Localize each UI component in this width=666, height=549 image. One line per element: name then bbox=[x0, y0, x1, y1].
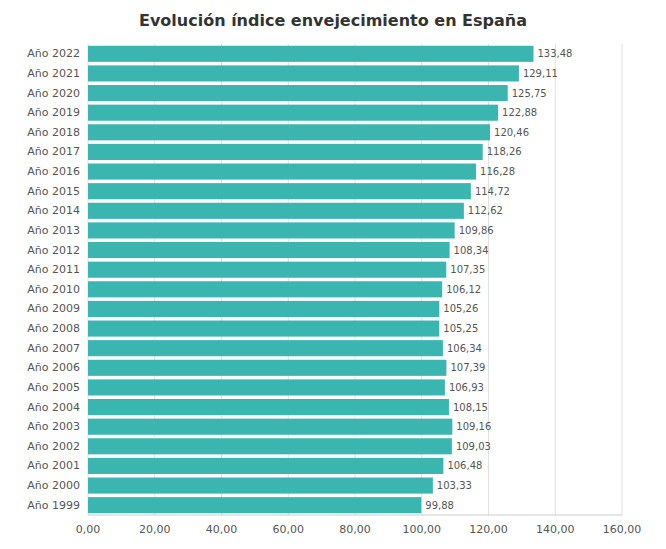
grid-line bbox=[555, 44, 556, 515]
x-tick-label: 40,00 bbox=[206, 523, 238, 536]
x-axis-line bbox=[88, 515, 622, 516]
value-label: 120,46 bbox=[494, 127, 529, 138]
value-label: 108,34 bbox=[454, 245, 489, 256]
value-label: 122,88 bbox=[502, 107, 537, 118]
bar bbox=[88, 183, 471, 199]
bar bbox=[88, 65, 519, 81]
bar bbox=[88, 497, 421, 513]
value-label: 105,25 bbox=[443, 323, 478, 334]
x-tick-label: 80,00 bbox=[339, 523, 371, 536]
bar bbox=[88, 301, 439, 317]
bar bbox=[88, 458, 443, 474]
y-tick-label: Año 2014 bbox=[27, 204, 80, 217]
y-tick-label: Año 2021 bbox=[27, 67, 80, 80]
y-tick-label: Año 2002 bbox=[27, 440, 80, 453]
value-label: 109,03 bbox=[456, 441, 491, 452]
value-label: 118,26 bbox=[487, 146, 522, 157]
chart-container: Evolución índice envejecimiento en Españ… bbox=[0, 0, 666, 549]
bar bbox=[88, 340, 443, 356]
y-tick-label: Año 2019 bbox=[27, 106, 80, 119]
value-label: 129,11 bbox=[523, 68, 558, 79]
x-axis: 0,00 20,00 40,00 60,00 80,00 100,00 120,00 140,… bbox=[76, 515, 642, 536]
chart-title: Evolución índice envejecimiento en Españ… bbox=[139, 11, 527, 30]
y-tick-label: Año 2017 bbox=[27, 145, 80, 158]
y-tick-label: Año 2003 bbox=[27, 420, 80, 433]
bar bbox=[88, 124, 490, 140]
x-tick-label: 160,00 bbox=[603, 523, 642, 536]
y-tick-label: Año 1999 bbox=[27, 499, 80, 512]
bar bbox=[88, 281, 442, 297]
y-tick-label: Año 2005 bbox=[27, 381, 80, 394]
bar bbox=[88, 262, 446, 278]
y-tick-label: Año 2013 bbox=[27, 224, 80, 237]
y-tick-label: Año 2010 bbox=[27, 283, 80, 296]
value-label: 125,75 bbox=[512, 88, 547, 99]
y-tick-label: Año 2001 bbox=[27, 459, 80, 472]
x-tick-label: 0,00 bbox=[76, 523, 101, 536]
bar bbox=[88, 203, 464, 219]
bar bbox=[88, 399, 449, 415]
labels: 133,48 Año 2022 129,11 Año 2021 125,75 Año 20… bbox=[27, 47, 572, 511]
y-tick-label: Año 2000 bbox=[27, 479, 80, 492]
bar bbox=[88, 379, 445, 395]
value-label: 106,34 bbox=[447, 343, 482, 354]
bar bbox=[88, 478, 433, 494]
value-label: 99,88 bbox=[425, 500, 454, 511]
value-label: 109,86 bbox=[459, 225, 494, 236]
value-label: 106,93 bbox=[449, 382, 484, 393]
y-tick-label: Año 2022 bbox=[27, 47, 80, 60]
y-tick-label: Año 2009 bbox=[27, 302, 80, 315]
value-label: 116,28 bbox=[480, 166, 515, 177]
value-label: 107,39 bbox=[450, 362, 485, 373]
y-tick-label: Año 2007 bbox=[27, 342, 80, 355]
value-label: 106,48 bbox=[447, 460, 482, 471]
y-tick-label: Año 2011 bbox=[27, 263, 80, 276]
y-tick-label: Año 2008 bbox=[27, 322, 80, 335]
value-label: 133,48 bbox=[537, 48, 572, 59]
y-tick-label: Año 2006 bbox=[27, 361, 80, 374]
value-label: 103,33 bbox=[437, 480, 472, 491]
grid bbox=[88, 44, 622, 515]
y-tick-label: Año 2012 bbox=[27, 244, 80, 257]
bar bbox=[88, 164, 476, 180]
value-label: 112,62 bbox=[468, 205, 503, 216]
y-tick-label: Año 2020 bbox=[27, 87, 80, 100]
bar bbox=[88, 144, 483, 160]
y-tick-label: Año 2016 bbox=[27, 165, 80, 178]
bar bbox=[88, 321, 439, 337]
x-tick-label: 120,00 bbox=[469, 523, 508, 536]
y-tick-label: Año 2018 bbox=[27, 126, 80, 139]
value-label: 114,72 bbox=[475, 186, 510, 197]
bar bbox=[88, 360, 446, 376]
value-label: 105,26 bbox=[443, 303, 478, 314]
x-tick-label: 20,00 bbox=[139, 523, 171, 536]
bar bbox=[88, 242, 450, 258]
value-label: 106,12 bbox=[446, 284, 481, 295]
value-label: 109,16 bbox=[456, 421, 491, 432]
x-tick-label: 140,00 bbox=[536, 523, 575, 536]
grid-line bbox=[622, 44, 623, 515]
chart-svg: Evolución índice envejecimiento en Españ… bbox=[0, 0, 666, 549]
y-tick-label: Año 2004 bbox=[27, 401, 80, 414]
value-label: 107,35 bbox=[450, 264, 485, 275]
value-label: 108,15 bbox=[453, 402, 488, 413]
bar bbox=[88, 105, 498, 121]
x-tick-label: 100,00 bbox=[403, 523, 442, 536]
bar bbox=[88, 419, 452, 435]
x-tick-label: 60,00 bbox=[273, 523, 305, 536]
bar bbox=[88, 85, 508, 101]
bar bbox=[88, 222, 455, 238]
bar bbox=[88, 46, 533, 62]
bars bbox=[88, 46, 533, 513]
bar bbox=[88, 438, 452, 454]
y-tick-label: Año 2015 bbox=[27, 185, 80, 198]
